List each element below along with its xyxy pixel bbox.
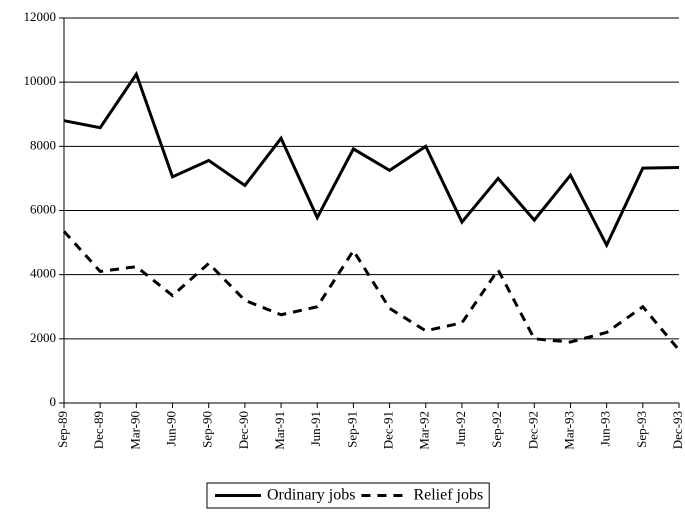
y-tick-label: 0 [50,394,57,409]
legend: Ordinary jobs Relief jobs [206,482,490,509]
y-tick-label: 12000 [24,9,57,24]
x-tick-label: Jun-91 [308,411,323,446]
x-tick-label: Mar-91 [272,411,287,450]
y-tick-label: 2000 [30,330,56,345]
x-tick-label: Jun-90 [164,411,179,446]
x-tick-label: Dec-91 [381,411,396,449]
x-tick-label: Mar-90 [127,411,142,450]
x-tick-label: Mar-93 [561,411,576,450]
legend-label: Relief jobs [413,487,483,504]
x-tick-label: Jun-93 [598,411,613,446]
line-series [62,230,681,352]
x-tick-label: Sep-91 [344,411,359,448]
x-tick-label: Sep-90 [200,411,215,448]
y-tick-label: 8000 [30,137,56,152]
y-tick-label: 6000 [30,201,56,216]
legend-label: Ordinary jobs [267,487,355,504]
y-tick-label: 10000 [24,73,57,88]
x-tick-label: Mar-92 [417,411,432,450]
y-tick-label: 4000 [30,266,56,281]
x-tick-label: Jun-92 [453,411,468,446]
x-tick-label: Dec-93 [670,411,685,449]
x-tick-label: Dec-89 [91,411,106,449]
line-series [63,70,680,249]
x-tick-label: Sep-93 [634,411,649,448]
x-tick-label: Sep-92 [489,411,504,448]
x-tick-label: Sep-89 [55,411,70,448]
x-tick-label: Dec-92 [525,411,540,449]
x-tick-label: Dec-90 [236,411,251,449]
